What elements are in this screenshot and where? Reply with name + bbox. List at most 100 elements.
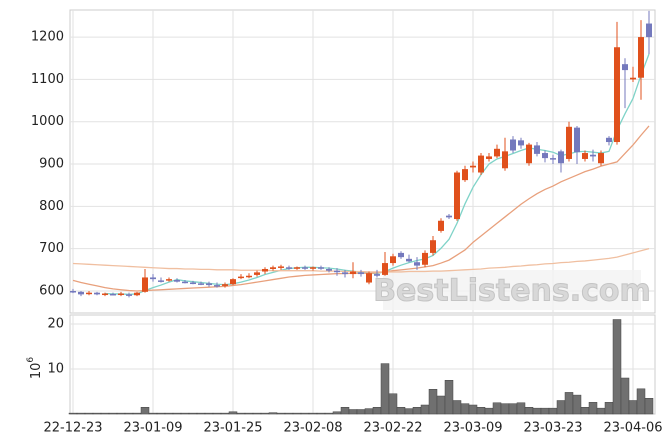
y-tick-label: 900	[39, 157, 64, 172]
candle-body	[118, 293, 124, 296]
candle-body	[470, 165, 476, 168]
candle-body	[78, 291, 84, 295]
volume-bar	[364, 408, 374, 415]
volume-bar	[108, 412, 118, 415]
volume-bar	[484, 407, 494, 415]
candle-body	[198, 283, 204, 285]
x-tick-label: 23-02-08	[283, 421, 342, 436]
candle-body	[158, 280, 164, 282]
volume-bar	[612, 319, 622, 415]
volume-unit: 106	[26, 357, 44, 380]
candle-body	[246, 275, 252, 278]
candle-body	[270, 267, 276, 269]
candle-body	[486, 156, 492, 159]
volume-bar	[452, 400, 462, 415]
volume-bar	[92, 412, 102, 415]
price-panel	[69, 9, 656, 314]
volume-bar	[156, 412, 166, 415]
candle-body	[230, 279, 236, 285]
candle-body	[446, 215, 452, 218]
volume-bar	[500, 403, 510, 415]
candle-body	[590, 154, 596, 157]
volume-bar	[116, 412, 126, 415]
volume-bar	[68, 412, 78, 415]
volume-bar	[444, 380, 454, 415]
volume-bar	[268, 412, 278, 415]
volume-bar	[196, 412, 206, 415]
volume-bar	[132, 412, 142, 415]
volume-bar	[436, 395, 446, 415]
candle-body	[342, 272, 348, 275]
candle-body	[110, 293, 116, 296]
volume-unit-exponent: 6	[26, 357, 36, 363]
volume-bar	[428, 389, 438, 415]
volume-bar	[204, 412, 214, 415]
candle-body	[262, 268, 268, 272]
moving-average-line	[104, 53, 650, 296]
candle-body	[638, 37, 644, 78]
candle-body	[222, 284, 228, 286]
volume-bar	[180, 412, 190, 415]
volume-bar	[340, 407, 350, 415]
volume-bar	[380, 363, 390, 415]
candle-body	[390, 256, 396, 264]
candle-body	[278, 266, 284, 268]
candle-body	[630, 77, 636, 80]
candle-body	[174, 279, 180, 282]
volume-bar	[508, 403, 518, 415]
candle-body	[550, 158, 556, 160]
volume-bar	[252, 412, 262, 415]
candle-body	[166, 279, 172, 281]
volume-bar	[220, 412, 230, 415]
x-tick-label: 23-04-06	[603, 421, 662, 436]
volume-bar	[140, 407, 150, 415]
candle-body	[302, 267, 308, 269]
volume-bar	[556, 400, 566, 415]
y-tick-label: 1000	[31, 114, 64, 129]
candle-body	[150, 277, 156, 280]
volume-bar	[212, 412, 222, 415]
y-tick-label: 700	[39, 241, 64, 256]
candle-body	[422, 252, 428, 265]
candle-body	[398, 252, 404, 258]
candle-body	[326, 268, 332, 271]
volume-bar	[604, 402, 614, 415]
volume-bar	[284, 412, 294, 415]
candle-body	[126, 294, 132, 296]
x-tick-label: 23-02-22	[363, 421, 422, 436]
candle-body	[374, 274, 380, 276]
candle-body	[86, 292, 92, 295]
volume-bar	[124, 412, 134, 415]
candle-body	[182, 281, 188, 284]
volume-bar	[356, 409, 366, 415]
volume-unit-base: 10	[29, 363, 44, 380]
moving-average-line	[72, 248, 650, 273]
candle-body	[542, 153, 548, 159]
candle-body	[438, 220, 444, 231]
volume-bar	[572, 394, 582, 415]
candle-body	[334, 270, 340, 273]
candle-body	[286, 267, 292, 269]
candle-body	[318, 267, 324, 269]
candle-body	[382, 263, 388, 275]
candle-body	[454, 172, 460, 220]
volume-bar	[188, 412, 198, 415]
candle-body	[310, 267, 316, 269]
moving-average-line	[72, 125, 650, 292]
x-tick-label: 23-01-25	[203, 421, 262, 436]
candle-body	[206, 283, 212, 286]
volume-bar	[540, 407, 550, 415]
volume-bar	[164, 412, 174, 415]
candle-body	[462, 169, 468, 181]
candle-body	[478, 155, 484, 173]
volume-bar	[228, 411, 238, 415]
volume-bar	[524, 407, 534, 415]
candle-body	[94, 292, 100, 295]
volume-bar	[260, 412, 270, 415]
candle-body	[134, 292, 140, 296]
candle-body	[142, 277, 148, 292]
candle-body	[646, 23, 652, 38]
volume-bar	[564, 392, 574, 415]
volume-bar	[148, 412, 158, 415]
candle-body	[510, 139, 516, 151]
